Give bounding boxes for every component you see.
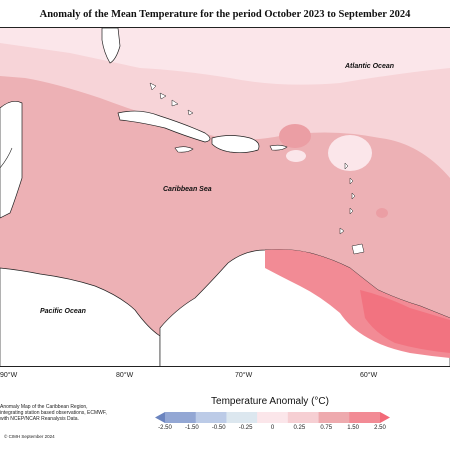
legend-tick-label: -2.50: [158, 425, 172, 431]
legend-color-swatch: [165, 412, 197, 423]
atlantic-ocean-label: Atlantic Ocean: [345, 63, 395, 70]
legend-color-swatch: [287, 412, 319, 423]
land-central-america: [0, 267, 161, 366]
legend-tick-label: 2.50: [374, 425, 386, 431]
legend-color-swatch: [318, 412, 350, 423]
coastline: [0, 147, 13, 169]
legend-tick-label: -0.50: [211, 425, 226, 431]
legend-tick-label: 0.25: [293, 425, 306, 431]
pacific-ocean-label: Pacific Ocean: [40, 308, 86, 315]
land-mexico: [0, 101, 23, 219]
legend-color-swatch: [226, 412, 258, 423]
land-hispaniola: [211, 135, 260, 154]
map-footnote: Anomaly Map of the Caribbean Region, int…: [0, 404, 107, 422]
longitude-label: 60°W: [360, 372, 378, 379]
legend-tick-label: 0: [270, 425, 275, 431]
anomaly-spot: [376, 208, 388, 218]
anomaly-spot-light: [286, 150, 306, 162]
land-lesser-antilles: [339, 162, 356, 235]
legend-color-bar: [155, 412, 390, 423]
legend-tick-label: 0.75: [320, 425, 333, 431]
longitude-label: 70°W: [235, 372, 253, 379]
anomaly-spot: [279, 124, 311, 148]
legend-tick-label: -1.50: [185, 425, 199, 431]
legend-cap-low: [155, 412, 165, 423]
anomaly-map: Atlantic Ocean Caribbean Sea Pacific Oce…: [0, 27, 450, 367]
legend-tick-label: 1.50: [347, 425, 359, 431]
legend-tick-label: -0.25: [238, 425, 253, 431]
land-trinidad: [351, 243, 365, 255]
land-florida: [101, 28, 121, 64]
anomaly-spot-light: [328, 135, 372, 171]
legend-color-swatch: [349, 412, 381, 423]
land-jamaica: [174, 146, 194, 153]
map-canvas: [0, 28, 450, 366]
anomaly-field-hot: [360, 290, 450, 353]
land-cuba: [117, 110, 211, 143]
map-title: Anomaly of the Mean Temperature for the …: [39, 9, 411, 20]
legend-color-swatch: [195, 412, 227, 423]
land-puerto-rico: [269, 144, 288, 151]
longitude-label: 80°W: [116, 372, 134, 379]
legend-color-swatch: [257, 412, 289, 423]
map-credit: © CIMH September 2024: [4, 434, 55, 439]
legend-title: Temperature Anomaly (°C): [211, 396, 329, 407]
land-bahamas: [149, 82, 194, 116]
caribbean-sea-label: Caribbean Sea: [163, 186, 212, 193]
legend-cap-high: [380, 412, 390, 423]
longitude-label: 90°W: [0, 372, 18, 379]
